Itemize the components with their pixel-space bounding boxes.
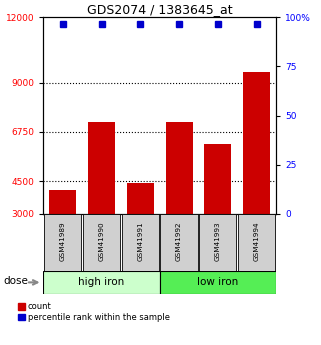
Text: GSM41994: GSM41994: [254, 221, 260, 261]
Text: GSM41993: GSM41993: [215, 221, 221, 261]
Bar: [88, 122, 115, 214]
Bar: [83, 214, 120, 271]
Text: GSM41989: GSM41989: [60, 221, 66, 261]
Bar: [204, 144, 231, 214]
Bar: [243, 72, 270, 214]
Text: dose: dose: [4, 276, 28, 286]
Bar: [160, 271, 276, 294]
Text: GSM41991: GSM41991: [137, 221, 143, 261]
Text: GSM41990: GSM41990: [99, 221, 105, 261]
Title: GDS2074 / 1383645_at: GDS2074 / 1383645_at: [87, 3, 232, 16]
Text: GSM41992: GSM41992: [176, 221, 182, 261]
Text: high iron: high iron: [78, 277, 125, 287]
Bar: [49, 190, 76, 214]
Bar: [160, 214, 198, 271]
Text: low iron: low iron: [197, 277, 239, 287]
Bar: [238, 214, 275, 271]
Bar: [127, 183, 154, 214]
Legend: count, percentile rank within the sample: count, percentile rank within the sample: [17, 302, 171, 323]
Bar: [199, 214, 237, 271]
Bar: [122, 214, 159, 271]
Bar: [166, 122, 193, 214]
Bar: [43, 271, 160, 294]
Bar: [44, 214, 81, 271]
